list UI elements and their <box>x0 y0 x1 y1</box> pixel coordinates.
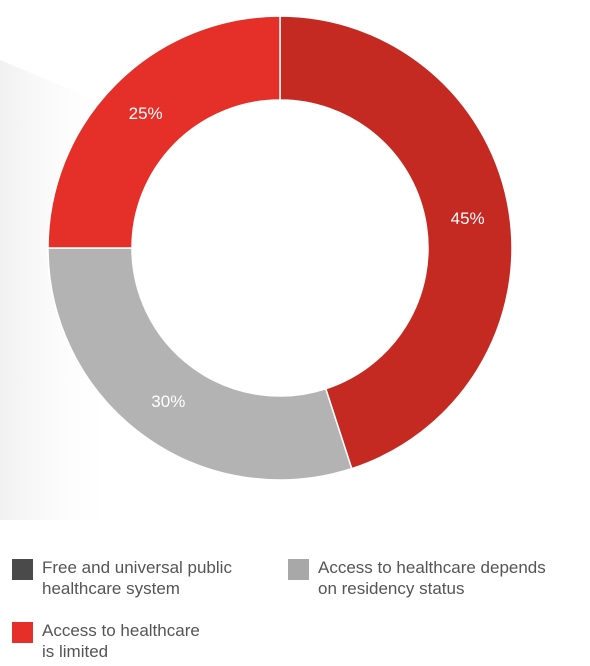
legend-label: Access to healthcare depends on residenc… <box>318 558 546 598</box>
legend-swatch <box>12 622 33 643</box>
donut-slice-3 <box>47 15 281 249</box>
legend-label: Access to healthcare is limited <box>42 621 200 661</box>
donut-labels: 45% 30% 25% <box>129 104 485 411</box>
legend-item-residency-status: Access to healthcare depends on residenc… <box>288 557 546 599</box>
slice-value-label: 25% <box>129 104 163 123</box>
chart-legend: Free and universal public healthcare sys… <box>0 555 590 666</box>
legend-item-limited: Access to healthcare is limited <box>12 620 200 662</box>
legend-swatch <box>12 559 33 580</box>
legend-item-free-universal: Free and universal public healthcare sys… <box>12 557 232 599</box>
donut-chart: 45% 30% 25% <box>0 15 513 520</box>
legend-label: Free and universal public healthcare sys… <box>42 558 232 598</box>
donut-chart-svg: 45% 30% 25% <box>0 15 513 520</box>
donut-slice-2 <box>47 247 353 481</box>
donut-slice-1 <box>279 15 513 470</box>
legend-swatch <box>288 559 309 580</box>
slice-value-label: 30% <box>151 392 185 411</box>
slice-value-label: 45% <box>451 209 485 228</box>
donut-slices <box>47 15 513 481</box>
